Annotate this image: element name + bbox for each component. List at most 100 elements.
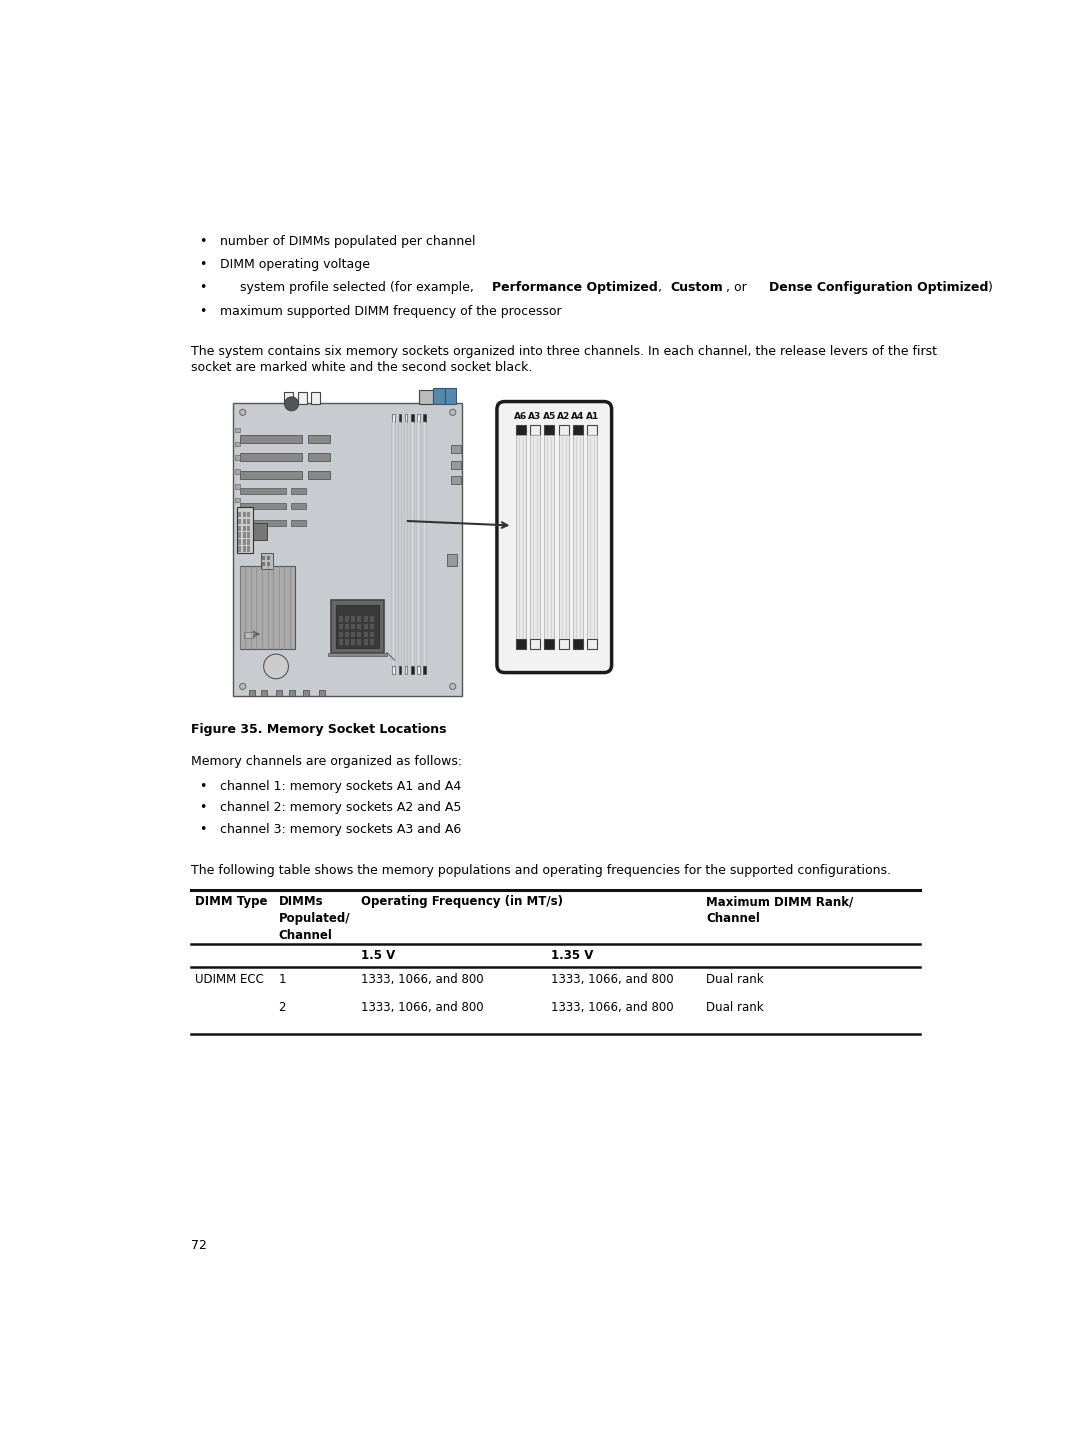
Text: 1333, 1066, and 800: 1333, 1066, and 800 (362, 972, 484, 987)
Text: Dual rank: Dual rank (706, 1001, 764, 1014)
Bar (339, 624, 342, 630)
Bar (451, 446, 460, 453)
Bar (253, 523, 267, 541)
Text: , or: , or (726, 281, 751, 294)
Bar (243, 539, 246, 545)
Bar (544, 436, 554, 638)
Bar (289, 690, 296, 697)
Text: •: • (199, 281, 206, 294)
Text: channel 1: memory sockets A1 and A4: channel 1: memory sockets A1 and A4 (220, 780, 461, 793)
Bar (240, 566, 296, 650)
Bar (298, 391, 307, 404)
Bar (417, 414, 420, 422)
Bar (291, 503, 307, 509)
Bar (410, 667, 414, 674)
Bar (369, 640, 374, 645)
Bar (588, 638, 597, 650)
Bar (235, 498, 240, 502)
Bar (446, 554, 458, 566)
Text: DIMM operating voltage: DIMM operating voltage (220, 258, 370, 271)
Text: •: • (199, 258, 206, 271)
Bar (240, 488, 286, 493)
Text: Maximum DIMM Rank/
Channel: Maximum DIMM Rank/ Channel (706, 895, 853, 925)
Text: 2: 2 (279, 1001, 286, 1014)
Text: system profile selected (for example,: system profile selected (for example, (240, 281, 478, 294)
Bar (417, 422, 420, 667)
Bar (433, 389, 445, 404)
Text: channel 3: memory sockets A3 and A6: channel 3: memory sockets A3 and A6 (220, 823, 461, 836)
Bar (247, 512, 251, 518)
Text: 1333, 1066, and 800: 1333, 1066, and 800 (362, 1001, 484, 1014)
Text: Dual rank: Dual rank (706, 972, 764, 987)
Bar (364, 632, 367, 637)
Bar (399, 414, 401, 422)
Bar (351, 632, 355, 637)
Bar (369, 617, 374, 622)
Circle shape (240, 684, 246, 690)
Bar (392, 422, 395, 667)
Bar (303, 690, 309, 697)
Bar (572, 424, 583, 436)
Bar (345, 640, 349, 645)
Bar (364, 624, 367, 630)
Bar (240, 436, 301, 443)
Bar (558, 638, 568, 650)
Text: •: • (199, 823, 206, 836)
Bar (235, 456, 240, 460)
Bar (238, 508, 253, 554)
Text: A2: A2 (557, 412, 570, 420)
Bar (247, 532, 251, 538)
Circle shape (240, 409, 246, 416)
Bar (588, 424, 597, 436)
Bar (392, 414, 395, 422)
Bar (572, 436, 583, 638)
Bar (267, 555, 270, 561)
Bar (339, 632, 342, 637)
Bar (247, 546, 251, 552)
Text: •: • (199, 802, 206, 815)
Bar (267, 562, 270, 566)
Text: Custom: Custom (671, 281, 724, 294)
Bar (235, 469, 240, 473)
Bar (530, 436, 540, 638)
Text: number of DIMMs populated per channel: number of DIMMs populated per channel (220, 235, 476, 248)
Bar (419, 390, 433, 404)
Bar (515, 638, 526, 650)
Text: ,: , (659, 281, 666, 294)
Bar (515, 424, 526, 436)
Bar (357, 640, 362, 645)
Bar (423, 414, 426, 422)
Bar (558, 436, 568, 638)
Bar (572, 638, 583, 650)
Text: DIMM Type: DIMM Type (194, 895, 267, 908)
Bar (291, 488, 307, 493)
Bar (235, 427, 240, 432)
Bar (423, 667, 426, 674)
Text: •: • (199, 304, 206, 317)
Bar (247, 519, 251, 523)
Bar (308, 453, 329, 460)
Bar (262, 555, 266, 561)
FancyBboxPatch shape (497, 402, 611, 673)
Bar (247, 539, 251, 545)
Bar (399, 667, 401, 674)
Bar (238, 519, 241, 523)
Bar (308, 470, 329, 479)
Bar (530, 424, 540, 436)
Bar (357, 624, 362, 630)
Bar (243, 632, 253, 638)
Bar (308, 436, 329, 443)
Text: A1: A1 (585, 412, 599, 420)
Bar (243, 512, 246, 518)
Text: 1333, 1066, and 800: 1333, 1066, and 800 (551, 1001, 674, 1014)
Circle shape (449, 684, 456, 690)
Circle shape (264, 654, 288, 678)
Bar (445, 389, 456, 404)
Bar (238, 532, 241, 538)
Bar (369, 632, 374, 637)
Bar (240, 503, 286, 509)
Bar (410, 422, 414, 667)
Text: Memory channels are organized as follows:: Memory channels are organized as follows… (191, 754, 462, 769)
Bar (351, 640, 355, 645)
Bar (238, 512, 241, 518)
